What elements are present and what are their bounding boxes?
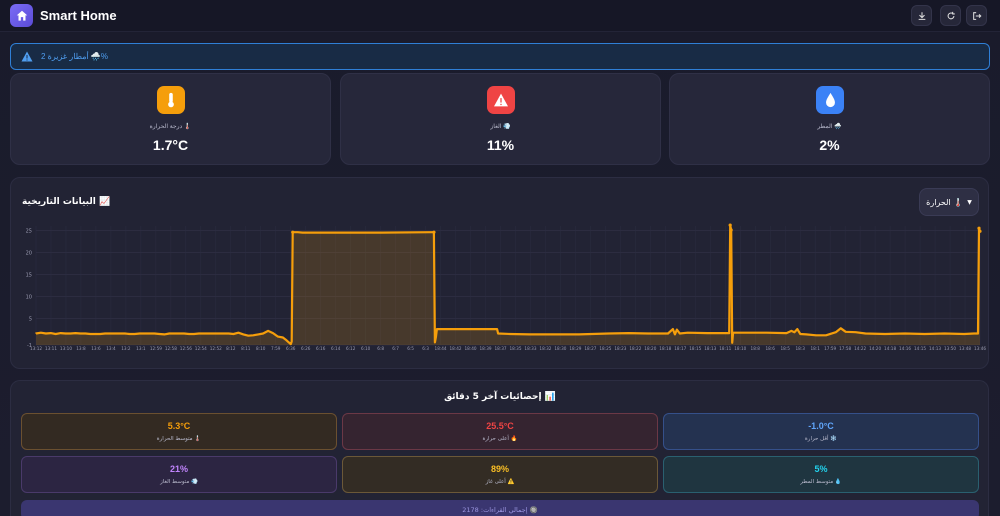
- dropdown-label: الحرارة 🌡️: [926, 197, 964, 207]
- stat-label: متوسط الغاز 💨: [160, 479, 198, 485]
- stat-value: -1.0°C: [808, 421, 834, 431]
- logout-icon: [972, 11, 981, 20]
- droplet-icon: [816, 86, 844, 114]
- stat-max-gas: 89% أعلى غاز ⚠️: [342, 456, 658, 493]
- stat-label: متوسط المطر 💧: [800, 479, 842, 485]
- rain-card: المطر 🌧️ 2%: [669, 73, 990, 165]
- thermometer-icon: [157, 86, 185, 114]
- card-label: الغاز 💨: [490, 124, 511, 130]
- rain-alert: أمطار غزيرة 2 🌧️%: [10, 43, 990, 70]
- stat-label: متوسط الحرارة 🌡️: [156, 436, 202, 442]
- download-icon: [918, 11, 925, 20]
- stat-label: أعلى غاز ⚠️: [485, 479, 515, 485]
- stat-max-temp: 25.5°C أعلى حرارة 🔥: [342, 413, 658, 450]
- alert-text: أمطار غزيرة 2 🌧️%: [41, 52, 108, 61]
- card-value: 2%: [819, 137, 840, 153]
- top-bar: Smart Home: [0, 0, 1000, 32]
- stat-value: 5.3°C: [167, 421, 191, 431]
- chevron-down-icon: ▼: [967, 198, 972, 206]
- warning-icon: [21, 51, 33, 62]
- card-label: درجة الحرارة 🌡️: [149, 124, 192, 130]
- stat-avg-temp: 5.3°C متوسط الحرارة 🌡️: [21, 413, 337, 450]
- stat-value: 21%: [169, 464, 188, 474]
- stat-min-temp: -1.0°C أقل حرارة ❄️: [663, 413, 979, 450]
- total-readings-label: إجمالي القراءات: 2178 🔘: [462, 506, 538, 514]
- gas-card: الغاز 💨 11%: [340, 73, 661, 165]
- download-button[interactable]: [911, 5, 932, 26]
- history-panel: [10, 177, 989, 369]
- card-label: المطر 🌧️: [817, 124, 842, 130]
- temperature-card: درجة الحرارة 🌡️ 1.7°C: [10, 73, 331, 165]
- stat-value: 25.5°C: [486, 421, 514, 431]
- card-value: 11%: [486, 137, 515, 153]
- stat-value: 89%: [490, 464, 509, 474]
- refresh-button[interactable]: [940, 5, 961, 26]
- refresh-icon: [947, 11, 955, 19]
- warning-icon: [487, 86, 515, 114]
- logout-button[interactable]: [966, 5, 987, 26]
- stats-title: إحصائيات آخر 5 دقائق 📊: [444, 392, 556, 402]
- stat-value: 5%: [814, 464, 828, 474]
- home-icon: [10, 4, 33, 27]
- total-readings: إجمالي القراءات: 2178 🔘: [21, 500, 979, 516]
- stat-label: أقل حرارة ❄️: [804, 436, 838, 442]
- history-title: البيانات التاريخية 📈: [22, 197, 111, 207]
- app-title: Smart Home: [40, 8, 117, 23]
- card-value: 1.7°C: [152, 137, 189, 153]
- stat-label: أعلى حرارة 🔥: [482, 436, 518, 442]
- stat-avg-gas: 21% متوسط الغاز 💨: [21, 456, 337, 493]
- stat-avg-rain: 5% متوسط المطر 💧: [663, 456, 979, 493]
- metric-dropdown[interactable]: الحرارة 🌡️ ▼: [919, 188, 979, 216]
